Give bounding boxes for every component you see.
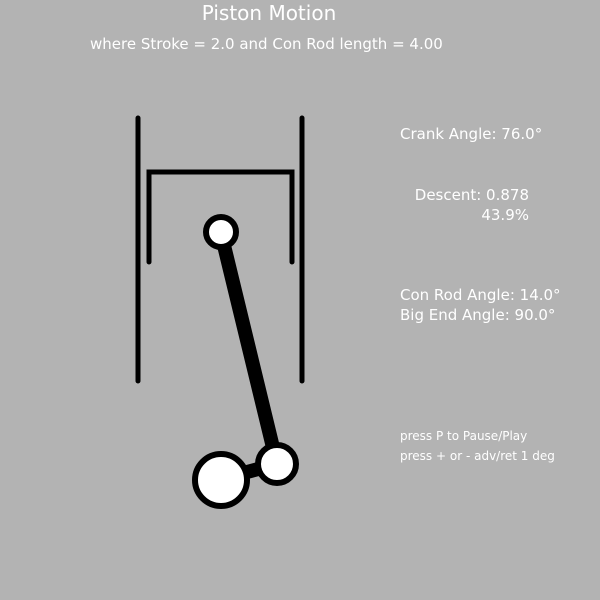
piston-head xyxy=(146,169,295,265)
descent-readout: Descent: 0.878 43.9% xyxy=(400,185,529,225)
con-rod-angle-readout: Con Rod Angle: 14.0° xyxy=(400,286,561,304)
page-title: Piston Motion xyxy=(201,1,337,25)
page-subtitle: where Stroke = 2.0 and Con Rod length = … xyxy=(90,35,443,53)
crankshaft-joint xyxy=(192,451,250,509)
connecting-rod xyxy=(214,226,284,471)
crank-angle-readout: Crank Angle: 76.0° xyxy=(400,125,543,143)
descent-value: Descent: 0.878 xyxy=(414,186,529,204)
wrist-pin-joint xyxy=(203,214,239,250)
big-end-angle-readout: Big End Angle: 90.0° xyxy=(400,306,556,324)
descent-percent: 43.9% xyxy=(481,206,529,224)
big-end-joint xyxy=(255,442,299,486)
step-degree-hint: press + or - adv/ret 1 deg xyxy=(400,449,555,463)
pause-play-hint: press P to Pause/Play xyxy=(400,429,528,443)
